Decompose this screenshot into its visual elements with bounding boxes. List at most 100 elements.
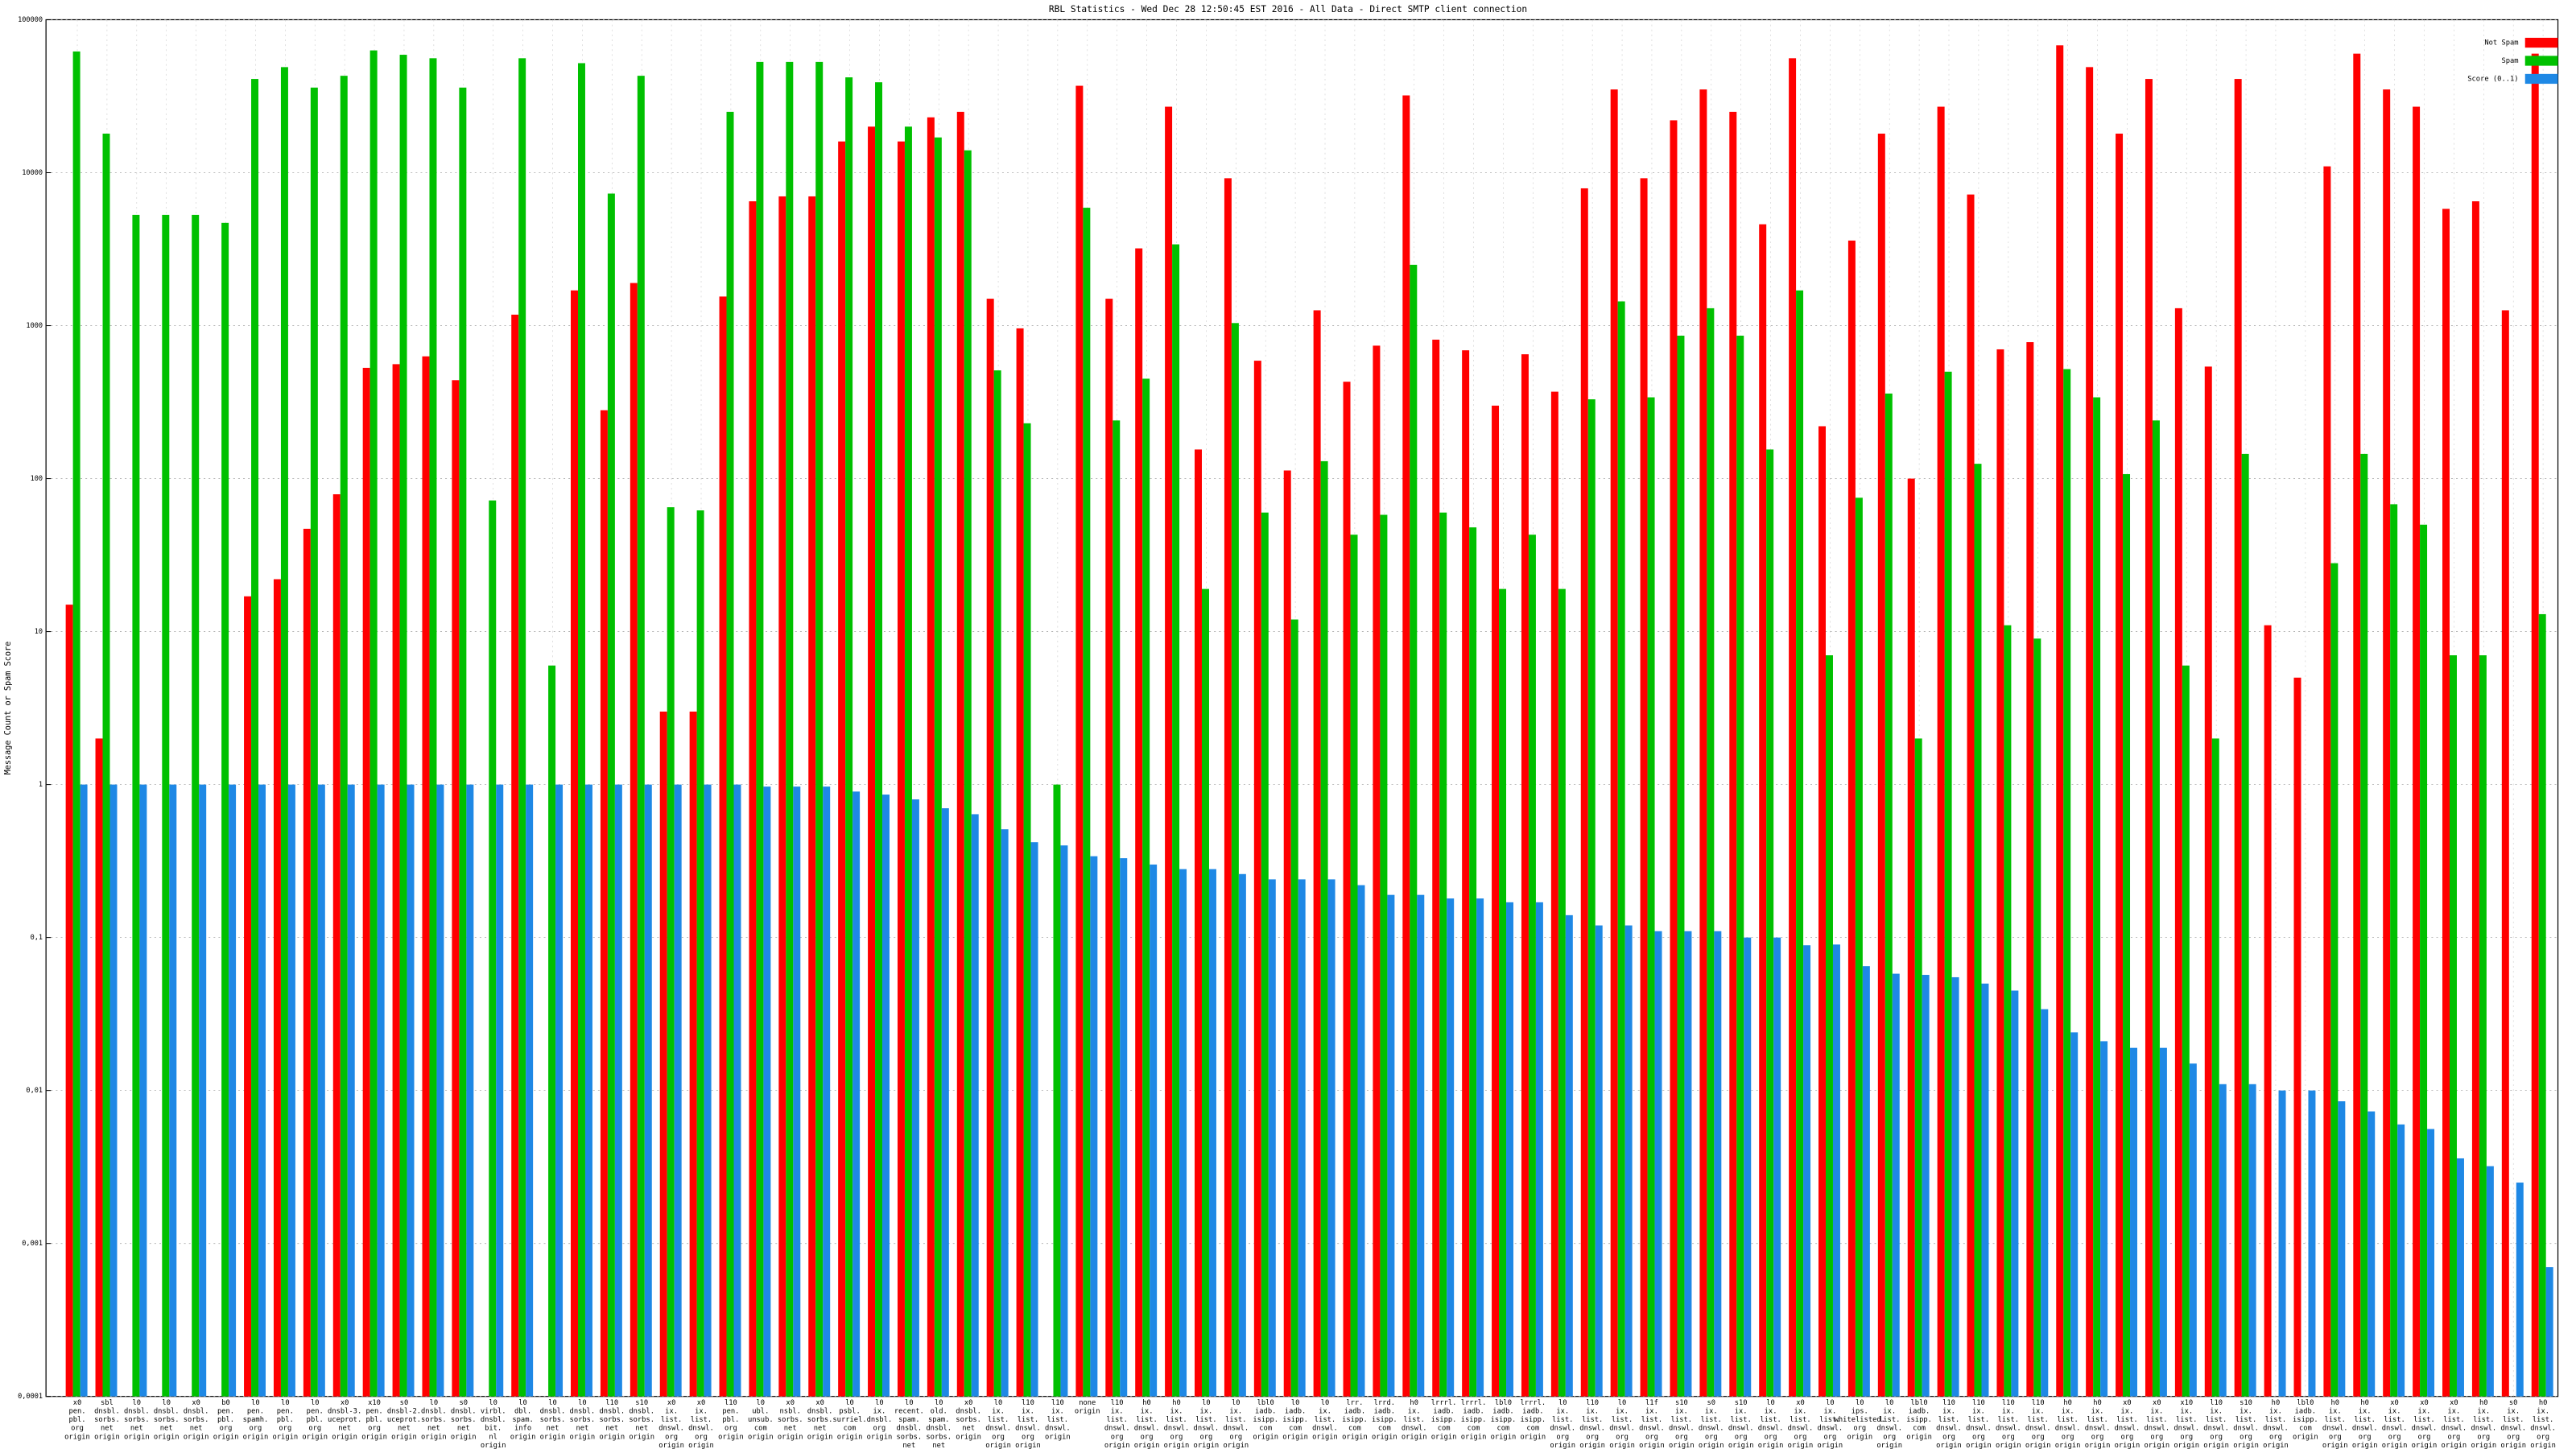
- x-tick-label-line: dnswl.: [1579, 1425, 1605, 1433]
- x-tick-label-line: list.: [1790, 1416, 1810, 1424]
- bar: [793, 786, 801, 1397]
- x-tick-label-line: spam.: [898, 1416, 919, 1424]
- bar: [2116, 134, 2124, 1397]
- bar: [986, 299, 994, 1397]
- x-tick-label: l0 dnsbl. sorbs. net origin: [421, 1399, 447, 1441]
- bar: [258, 784, 266, 1397]
- bar: [459, 87, 467, 1397]
- x-tick-label: lrrrl. iadb. isipp. com origin: [1461, 1399, 1487, 1441]
- x-tick-label-line: isipp.: [1372, 1416, 1397, 1424]
- bar: [726, 111, 734, 1397]
- x-tick-label-line: dnswl.: [1669, 1425, 1695, 1433]
- x-tick-label: h0 ix. list. dnswl. org origin: [2263, 1399, 2289, 1449]
- x-tick-label: l10 ix. list. dnswl. org origin: [1996, 1399, 2021, 1449]
- x-tick-label-line: dnswl.: [1015, 1425, 1041, 1433]
- x-tick-label-line: dnswl.: [2442, 1425, 2467, 1433]
- x-tick-label-line: net: [932, 1442, 945, 1449]
- bar: [1684, 931, 1692, 1397]
- bar: [436, 784, 444, 1397]
- x-tick-label-line: ix.: [665, 1408, 678, 1416]
- x-tick-label-line: origin: [1699, 1442, 1724, 1449]
- x-tick-label-line: dnsbl.: [629, 1408, 654, 1416]
- x-tick-label-line: l10: [1586, 1399, 1599, 1407]
- x-tick-label-line: iadb.: [1463, 1408, 1484, 1416]
- x-tick-label-line: dnswl.: [658, 1425, 684, 1433]
- x-tick-label-line: origin: [1372, 1433, 1397, 1441]
- bar: [1350, 535, 1358, 1397]
- x-tick-label-line: origin: [658, 1442, 684, 1449]
- bar: [1417, 894, 1425, 1397]
- bar: [2338, 1101, 2346, 1397]
- x-tick-label-line: origin: [1609, 1442, 1635, 1449]
- x-tick-label-line: ix.: [2329, 1408, 2342, 1416]
- bar: [2501, 310, 2509, 1397]
- bar: [1320, 460, 1328, 1397]
- x-tick-label-line: origin: [807, 1433, 833, 1441]
- y-tick-label: 1: [39, 781, 43, 789]
- bar: [162, 214, 170, 1397]
- x-tick-label-line: origin: [1164, 1442, 1190, 1449]
- x-tick-label-line: origin: [1134, 1442, 1160, 1449]
- x-tick-label-line: ubl.: [752, 1408, 769, 1416]
- bar: [1736, 335, 1744, 1397]
- bar: [2056, 45, 2064, 1397]
- x-tick-label-line: h0: [2093, 1399, 2102, 1407]
- x-tick-label-line: org: [2359, 1433, 2372, 1441]
- x-tick-label-line: h0: [1172, 1399, 1181, 1407]
- bar: [429, 58, 437, 1397]
- x-tick-label-line: net: [784, 1425, 797, 1433]
- x-tick-label-line: net: [814, 1425, 827, 1433]
- x-tick-label-line: l10: [2002, 1399, 2015, 1407]
- legend-label: Spam: [2501, 57, 2518, 65]
- x-tick-label-line: s0: [459, 1399, 468, 1407]
- bar: [310, 87, 318, 1397]
- x-tick-label-line: x0: [2123, 1399, 2132, 1407]
- bar: [1506, 902, 1513, 1397]
- bar: [2471, 201, 2479, 1397]
- x-tick-label-line: s10: [2240, 1399, 2252, 1407]
- x-tick-label-line: dnswl.: [1699, 1425, 1724, 1433]
- x-tick-label: x0 ix. list. dnswl. org origin: [658, 1399, 684, 1449]
- x-tick-label-line: origin: [1402, 1433, 1427, 1441]
- bar: [1587, 399, 1596, 1397]
- bar: [1439, 512, 1447, 1397]
- bar: [139, 784, 147, 1397]
- bar: [1268, 879, 1276, 1397]
- x-tick-label-line: iadb.: [1909, 1408, 1930, 1416]
- x-tick-label-line: ix.: [1199, 1408, 1212, 1416]
- x-tick-label-line: dnswl.: [2085, 1425, 2111, 1433]
- x-tick-label-line: dnswl.: [2055, 1425, 2081, 1433]
- x-tick-label-line: list.: [1612, 1416, 1633, 1424]
- x-tick-label-line: list.: [2413, 1416, 2434, 1424]
- y-tick-label: 10: [35, 628, 43, 636]
- bar: [1624, 925, 1633, 1397]
- x-tick-label-line: origin: [451, 1433, 477, 1441]
- x-tick-label-line: dnswl.: [2500, 1425, 2526, 1433]
- x-tick-label-line: ix.: [1735, 1408, 1748, 1416]
- x-tick-label-line: spamh.: [243, 1416, 269, 1424]
- bar: [1759, 224, 1767, 1397]
- x-tick-label-line: dnswl.: [1728, 1425, 1754, 1433]
- x-tick-label-line: origin: [1936, 1442, 1962, 1449]
- x-tick-label-line: origin: [1491, 1433, 1517, 1441]
- x-tick-label-line: com: [1289, 1425, 1302, 1433]
- bar: [1001, 829, 1009, 1397]
- bar: [2538, 613, 2546, 1397]
- x-tick-label-line: net: [547, 1425, 559, 1433]
- x-tick-label-line: l0: [1766, 1399, 1775, 1407]
- x-tick-label-line: origin: [481, 1442, 506, 1449]
- x-tick-label: l10 ix. list. dnswl. org origin: [1966, 1399, 1992, 1449]
- bar: [1610, 89, 1618, 1397]
- bar: [956, 111, 964, 1397]
- x-tick-label-line: list.: [1018, 1416, 1038, 1424]
- x-tick-label-line: nsbl.: [780, 1408, 801, 1416]
- bar: [2449, 655, 2457, 1397]
- x-tick-label-line: ix.: [1765, 1408, 1777, 1416]
- x-tick-label: s10 ix. list. dnswl. org origin: [2233, 1399, 2259, 1449]
- bar: [577, 63, 585, 1397]
- bar: [1410, 264, 1418, 1397]
- x-tick-label: l0 ix. list. dnswl. org origin: [1609, 1399, 1635, 1449]
- bar: [852, 791, 861, 1397]
